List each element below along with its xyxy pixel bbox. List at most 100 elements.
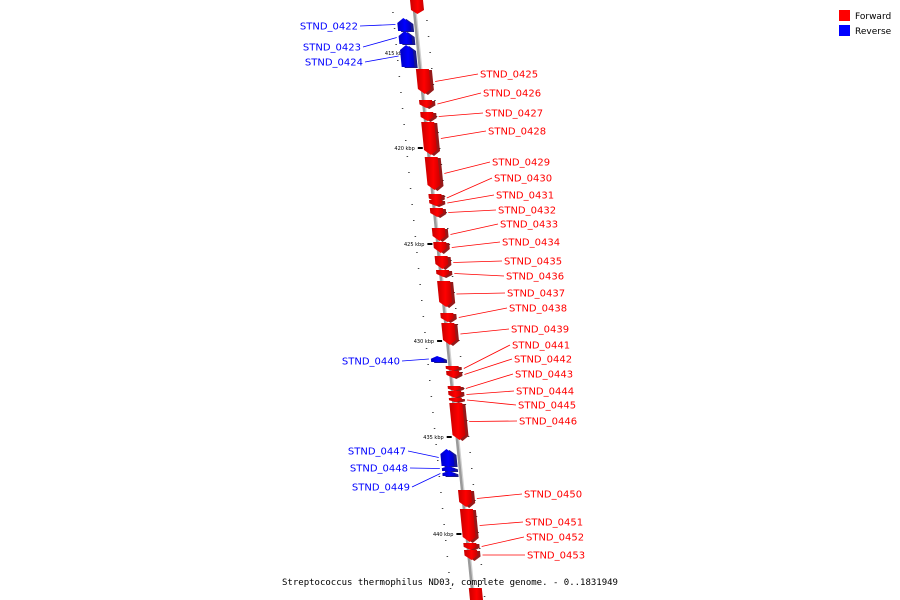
- gene-stnd-0453[interactable]: STND_0453: [464, 550, 585, 562]
- gene-stnd-0442[interactable]: STND_0442: [446, 355, 572, 380]
- gene-label[interactable]: STND_0438: [509, 304, 567, 315]
- gene-arrow[interactable]: [447, 386, 461, 391]
- gene-arrow-partial-top[interactable]: [410, 0, 424, 14]
- gene-label[interactable]: STND_0450: [524, 490, 582, 501]
- gene-arrow[interactable]: [429, 208, 444, 217]
- gene-arrow[interactable]: [440, 449, 455, 466]
- gene-arrow[interactable]: [400, 45, 415, 67]
- gene-stnd-0437[interactable]: STND_0437: [437, 281, 565, 308]
- gene-arrow[interactable]: [430, 356, 445, 362]
- gene-arrow[interactable]: [397, 18, 412, 31]
- gene-arrow[interactable]: [437, 281, 453, 307]
- gene-label[interactable]: STND_0448: [350, 464, 408, 475]
- gene-arrow[interactable]: [419, 100, 433, 108]
- gene-label[interactable]: STND_0441: [512, 341, 570, 352]
- gene-stnd-0439[interactable]: STND_0439: [441, 323, 569, 346]
- gene-label[interactable]: STND_0422: [300, 22, 358, 33]
- gene-stnd-0440[interactable]: STND_0440: [342, 356, 448, 368]
- gene-arrow[interactable]: [433, 242, 447, 253]
- gene-stnd-0452[interactable]: STND_0452: [463, 533, 584, 552]
- gene-arrow[interactable]: [449, 403, 466, 440]
- gene-arrow[interactable]: [446, 371, 460, 378]
- gene-arrow[interactable]: [448, 398, 463, 402]
- gene-label[interactable]: STND_0443: [515, 370, 573, 381]
- gene-label[interactable]: STND_0426: [483, 89, 541, 100]
- gene-label[interactable]: STND_0451: [525, 518, 583, 529]
- gene-stnd-0427[interactable]: STND_0427: [420, 109, 543, 123]
- gene-stnd-0448[interactable]: STND_0448: [350, 464, 459, 475]
- gene-stnd-0445[interactable]: STND_0445: [448, 398, 576, 412]
- gene-arrow[interactable]: [429, 200, 443, 206]
- gene-arrow[interactable]: [434, 256, 449, 269]
- gene-arrow[interactable]: [442, 471, 456, 476]
- gene-stnd-0451[interactable]: STND_0451: [459, 509, 583, 543]
- gene-label[interactable]: STND_0431: [496, 191, 554, 202]
- gene-arrow[interactable]: [436, 270, 450, 277]
- gene-stnd-0426[interactable]: STND_0426: [419, 89, 541, 110]
- minor-tick-left: [441, 508, 444, 509]
- gene-arrow[interactable]: [464, 550, 478, 560]
- gene-label[interactable]: STND_0433: [500, 220, 558, 231]
- gene-stnd-0423[interactable]: STND_0423: [303, 31, 416, 54]
- gene-stnd-0434[interactable]: STND_0434: [433, 238, 560, 255]
- gene-stnd-0432[interactable]: STND_0432: [429, 206, 556, 219]
- gene-label[interactable]: STND_0436: [506, 272, 564, 283]
- gene-label[interactable]: STND_0449: [352, 483, 410, 494]
- gene-label[interactable]: STND_0442: [514, 355, 572, 366]
- gene-stnd-0430[interactable]: STND_0430: [428, 174, 552, 204]
- gene-arrow[interactable]: [421, 122, 437, 155]
- gene-arrow[interactable]: [420, 112, 434, 121]
- gene-stnd-0443[interactable]: STND_0443: [447, 370, 573, 393]
- gene-arrow[interactable]: [445, 366, 459, 371]
- gene-stnd-0424[interactable]: STND_0424: [305, 45, 418, 69]
- gene-stnd-0449[interactable]: STND_0449: [352, 471, 459, 494]
- gene-label[interactable]: STND_0437: [507, 289, 565, 300]
- gene-arrow[interactable]: [441, 323, 456, 345]
- gene-arrow-partial-bottom[interactable]: [468, 588, 483, 600]
- gene-label[interactable]: STND_0447: [348, 447, 406, 458]
- gene-arrow[interactable]: [458, 490, 473, 507]
- gene-label[interactable]: STND_0423: [303, 43, 361, 54]
- gene-stnd-0422[interactable]: STND_0422: [300, 18, 415, 33]
- gene-stnd-0450[interactable]: STND_0450: [458, 490, 582, 509]
- gene-arrow[interactable]: [431, 228, 446, 241]
- gene-arrow[interactable]: [424, 157, 441, 190]
- gene-arrow[interactable]: [415, 69, 431, 94]
- gene-stnd-0441[interactable]: STND_0441: [445, 341, 570, 373]
- gene-label[interactable]: STND_0445: [518, 401, 576, 412]
- minor-tick-left: [400, 92, 402, 93]
- gene-stnd-0431[interactable]: STND_0431: [429, 191, 554, 208]
- gene-stnd-0428[interactable]: STND_0428: [421, 122, 546, 156]
- gene-label[interactable]: STND_0444: [516, 387, 574, 398]
- gene-label[interactable]: STND_0439: [511, 325, 569, 336]
- minor-tick-left: [429, 380, 431, 381]
- gene-label[interactable]: STND_0446: [519, 417, 577, 428]
- gene-arrow[interactable]: [441, 466, 456, 471]
- gene-label[interactable]: STND_0432: [498, 206, 556, 217]
- gene-stnd-0425[interactable]: STND_0425: [415, 69, 538, 95]
- gene-stnd-0447[interactable]: STND_0447: [348, 447, 458, 468]
- gene-label[interactable]: STND_0424: [305, 58, 363, 69]
- gene-arrow[interactable]: [463, 543, 477, 550]
- gene-arrow[interactable]: [459, 509, 476, 542]
- gene-label[interactable]: STND_0427: [485, 109, 543, 120]
- gene-label[interactable]: STND_0435: [504, 257, 562, 268]
- gene-stnd-0444[interactable]: STND_0444: [448, 387, 574, 400]
- gene-label[interactable]: STND_0440: [342, 357, 400, 368]
- gene-stnd-0429[interactable]: STND_0429: [424, 157, 550, 191]
- gene-arrow[interactable]: [440, 313, 454, 322]
- gene-label[interactable]: STND_0452: [526, 533, 584, 544]
- gene-arrow[interactable]: [448, 391, 462, 398]
- gene-label[interactable]: STND_0453: [527, 551, 585, 562]
- gene-label[interactable]: STND_0434: [502, 238, 560, 249]
- gene-label[interactable]: STND_0428: [488, 127, 546, 138]
- gene-label[interactable]: STND_0425: [480, 70, 538, 81]
- gene-label[interactable]: STND_0429: [492, 158, 550, 169]
- gene-stnd-0435[interactable]: STND_0435: [434, 256, 562, 270]
- gene-arrow[interactable]: [398, 31, 413, 44]
- gene-stnd-0436[interactable]: STND_0436: [436, 270, 564, 283]
- gene-stnd-0433[interactable]: STND_0433: [431, 220, 558, 243]
- gene-stnd-0438[interactable]: STND_0438: [440, 304, 567, 324]
- gene-stnd-0446[interactable]: STND_0446: [449, 403, 577, 441]
- gene-label[interactable]: STND_0430: [494, 174, 552, 185]
